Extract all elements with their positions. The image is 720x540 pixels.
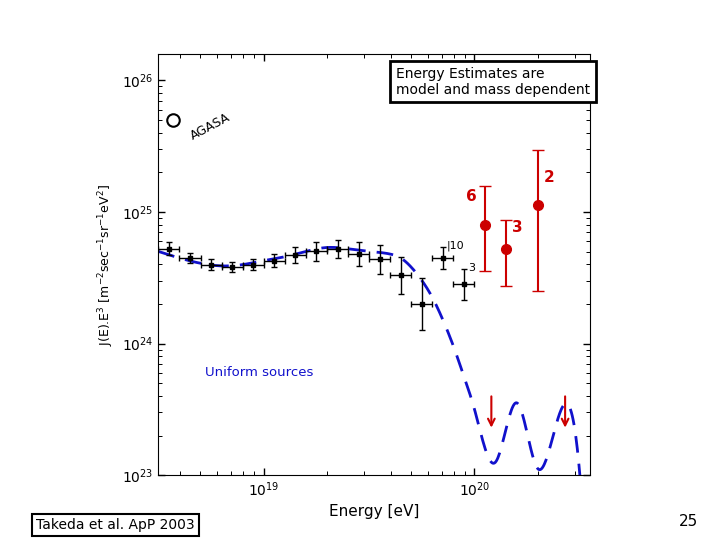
- Text: Energy Estimates are
model and mass dependent: Energy Estimates are model and mass depe…: [396, 66, 590, 97]
- Text: Uniform sources: Uniform sources: [204, 367, 313, 380]
- Text: AGASA: AGASA: [188, 111, 232, 143]
- Text: 6: 6: [466, 190, 477, 205]
- Text: |10: |10: [447, 241, 464, 251]
- Text: Takeda et al. ApP 2003: Takeda et al. ApP 2003: [36, 518, 194, 532]
- Text: 3: 3: [468, 263, 475, 273]
- Text: 2: 2: [544, 170, 555, 185]
- Y-axis label: J(E).E$^3$ [m$^{-2}$sec$^{-1}$sr$^{-1}$eV$^2$]: J(E).E$^3$ [m$^{-2}$sec$^{-1}$sr$^{-1}$e…: [97, 184, 117, 346]
- Text: 25: 25: [679, 514, 698, 529]
- X-axis label: Energy [eV]: Energy [eV]: [329, 504, 420, 519]
- Text: 3: 3: [513, 220, 523, 235]
